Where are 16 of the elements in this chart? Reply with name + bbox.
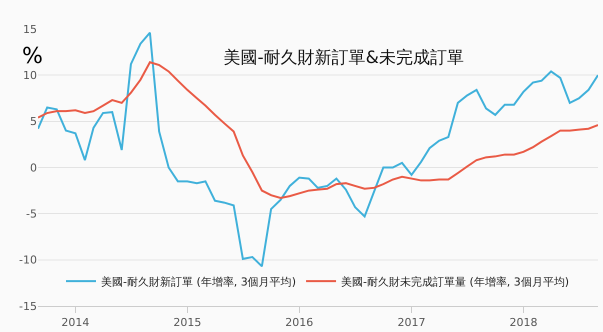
y-tick-label: -15 <box>19 300 37 313</box>
y-tick-label: 0 <box>30 161 37 174</box>
y-tick-label: 15 <box>23 22 37 36</box>
y-tick-label: -5 <box>26 208 37 221</box>
text: 美國-耐久財新訂單&未完成訂單 <box>224 48 464 68</box>
x-tick-label: 2017 <box>398 316 426 330</box>
x-tick-label: 2014 <box>61 316 90 330</box>
legend-label: 美國-耐久財未完成訂單量 (年增率, 3個月平均) <box>341 275 570 288</box>
legend-label: 美國-耐久財新訂單 (年增率, 3個月平均) <box>101 275 296 288</box>
y-tick-label: -10 <box>19 254 37 267</box>
x-tick-label: 2016 <box>285 316 314 330</box>
x-tick-label: 2015 <box>173 316 202 330</box>
y-tick-label: 5 <box>30 115 37 128</box>
y-tick-label: 10 <box>23 69 37 82</box>
y-axis-title: % <box>22 44 43 69</box>
x-tick-label: 2018 <box>509 316 538 330</box>
